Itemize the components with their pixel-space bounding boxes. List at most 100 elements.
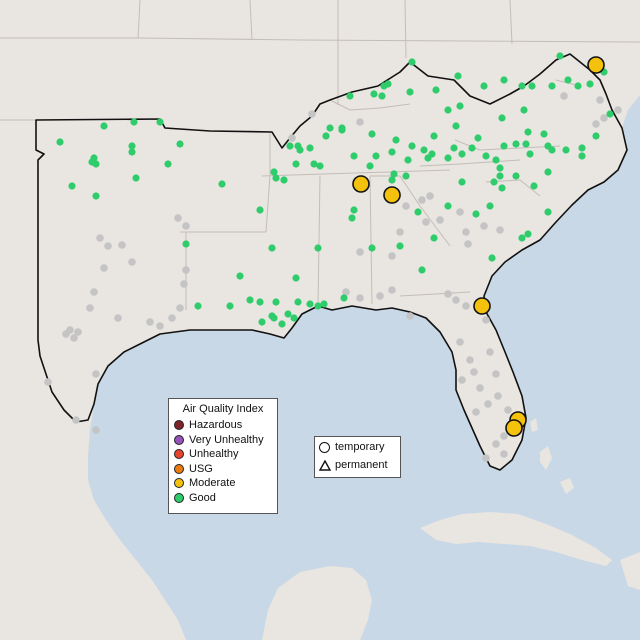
- good-monitor: [488, 254, 496, 262]
- no-data-monitor: [288, 134, 296, 142]
- good-monitor: [408, 142, 416, 150]
- good-monitor: [278, 320, 286, 328]
- good-monitor: [176, 140, 184, 148]
- no-data-monitor: [456, 338, 464, 346]
- legend-item-very-unhealthy: Very Unhealthy: [169, 433, 277, 448]
- good-monitor: [498, 184, 506, 192]
- no-data-monitor: [472, 408, 480, 416]
- good-monitor: [350, 206, 358, 214]
- good-monitor: [218, 180, 226, 188]
- good-monitor: [574, 82, 582, 90]
- bahamas-islands: [530, 418, 574, 494]
- moderate-swatch-icon: [174, 478, 184, 489]
- good-monitor: [458, 178, 466, 186]
- good-monitor: [486, 202, 494, 210]
- no-data-monitor: [484, 400, 492, 408]
- good-monitor: [272, 174, 280, 182]
- good-monitor: [556, 52, 564, 60]
- good-monitor: [406, 88, 414, 96]
- good-monitor: [292, 160, 300, 168]
- good-monitor: [236, 272, 244, 280]
- good-monitor: [396, 242, 404, 250]
- good-monitor: [528, 82, 536, 90]
- good-monitor: [548, 146, 556, 154]
- good-monitor: [474, 134, 482, 142]
- good-monitor: [418, 266, 426, 274]
- legend-item-usg: USG: [169, 462, 277, 477]
- no-data-monitor: [422, 218, 430, 226]
- no-data-monitor: [456, 208, 464, 216]
- good-monitor: [544, 168, 552, 176]
- no-data-monitor: [168, 314, 176, 322]
- no-data-monitor: [90, 288, 98, 296]
- no-data-monitor: [388, 286, 396, 294]
- good-monitor: [512, 172, 520, 180]
- very-unhealthy-swatch-icon: [174, 434, 184, 445]
- no-data-monitor: [500, 432, 508, 440]
- moderate-monitor: [587, 56, 605, 74]
- good-monitor: [454, 72, 462, 80]
- good-monitor: [444, 154, 452, 162]
- no-data-monitor: [396, 228, 404, 236]
- good-monitor: [284, 310, 292, 318]
- good-monitor: [322, 132, 330, 140]
- no-data-monitor: [376, 292, 384, 300]
- region-boundary: [35, 53, 628, 471]
- no-data-monitor: [96, 234, 104, 242]
- legend-item-good: Good: [169, 491, 277, 506]
- legend-label: Very Unhealthy: [189, 433, 264, 446]
- good-monitor: [432, 86, 440, 94]
- moderate-monitor: [383, 186, 401, 204]
- good-swatch-icon: [174, 492, 184, 503]
- good-monitor: [306, 300, 314, 308]
- no-data-monitor: [452, 296, 460, 304]
- circle-icon: [319, 441, 330, 453]
- good-monitor: [548, 82, 556, 90]
- good-monitor: [524, 230, 532, 238]
- no-data-monitor: [62, 330, 70, 338]
- good-monitor: [450, 144, 458, 152]
- no-data-monitor: [92, 426, 100, 434]
- good-monitor: [348, 214, 356, 222]
- good-monitor: [526, 150, 534, 158]
- good-monitor: [68, 182, 76, 190]
- good-monitor: [290, 314, 298, 322]
- good-monitor: [350, 152, 358, 160]
- good-monitor: [496, 164, 504, 172]
- no-data-monitor: [426, 192, 434, 200]
- good-monitor: [92, 192, 100, 200]
- good-monitor: [520, 106, 528, 114]
- good-monitor: [578, 144, 586, 152]
- good-monitor: [408, 58, 416, 66]
- good-monitors: [56, 52, 614, 328]
- good-monitor: [56, 138, 64, 146]
- good-monitor: [326, 124, 334, 132]
- good-monitor: [518, 82, 526, 90]
- no-data-monitor: [464, 240, 472, 248]
- no-data-monitor: [592, 120, 600, 128]
- good-monitor: [420, 146, 428, 154]
- good-monitor: [340, 294, 348, 302]
- no-data-monitor: [104, 242, 112, 250]
- good-monitor: [444, 106, 452, 114]
- good-monitor: [226, 302, 234, 310]
- no-data-monitors: [44, 92, 622, 462]
- no-data-monitor: [128, 258, 136, 266]
- good-monitor: [314, 244, 322, 252]
- good-monitor: [524, 128, 532, 136]
- legend-label: USG: [189, 462, 213, 475]
- good-monitor: [292, 274, 300, 282]
- good-monitor: [372, 152, 380, 160]
- good-monitor: [246, 296, 254, 304]
- no-data-monitor: [176, 304, 184, 312]
- good-monitor: [320, 300, 328, 308]
- no-data-monitor: [118, 241, 126, 249]
- aqi-legend: Air Quality Index Hazardous Very Unhealt…: [168, 398, 278, 514]
- yucatan: [262, 566, 372, 640]
- good-monitor: [388, 176, 396, 184]
- good-monitor: [286, 142, 294, 150]
- good-monitor: [492, 156, 500, 164]
